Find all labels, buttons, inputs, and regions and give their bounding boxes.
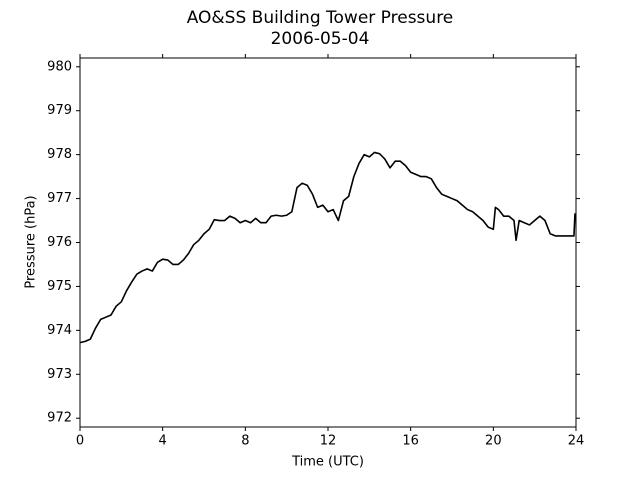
x-tick-label: 20	[485, 434, 502, 449]
x-axis-label: Time (UTC)	[291, 455, 364, 470]
y-tick-label: 979	[47, 103, 72, 118]
y-tick-label: 974	[47, 323, 72, 338]
x-tick-label: 16	[402, 434, 419, 449]
x-tick-label: 4	[159, 434, 167, 449]
y-tick-label: 978	[47, 147, 72, 162]
x-tick-label: 0	[76, 434, 84, 449]
y-tick-label: 976	[47, 235, 72, 250]
x-tick-label: 8	[241, 434, 249, 449]
data-line	[79, 151, 577, 344]
chart-title: AO&SS Building Tower Pressure	[187, 8, 454, 28]
chart-subtitle: 2006-05-04	[271, 29, 370, 49]
y-tick-label: 972	[47, 411, 72, 426]
y-tick-label: 980	[47, 59, 72, 74]
y-axis-label: Pressure (hPa)	[24, 195, 39, 288]
x-tick-label: 12	[320, 434, 337, 449]
y-tick-label: 977	[47, 191, 72, 206]
x-tick-label: 24	[568, 434, 585, 449]
y-tick-label: 975	[47, 279, 72, 294]
y-tick-label: 973	[47, 367, 72, 382]
